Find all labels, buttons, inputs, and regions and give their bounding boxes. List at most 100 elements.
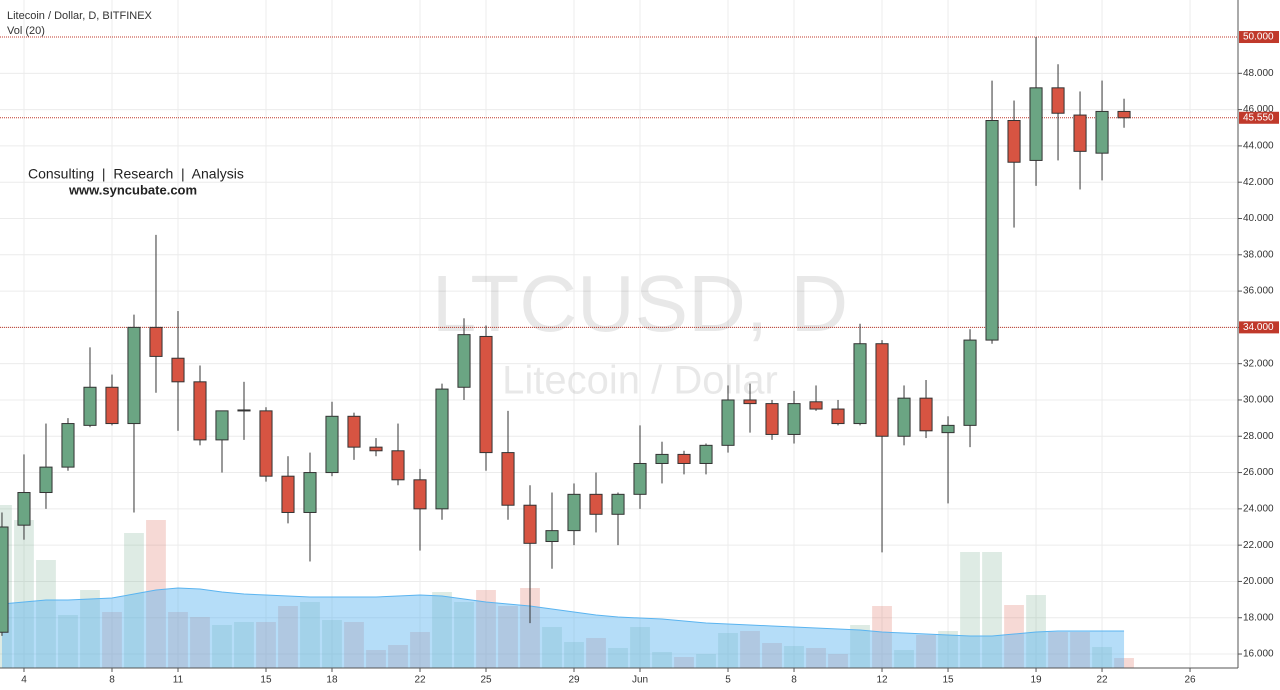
volume-bar	[1004, 605, 1024, 668]
volume-bar	[740, 631, 760, 668]
y-tick-label: 28.000	[1243, 431, 1274, 442]
candle-body	[897, 397, 911, 437]
candle-body	[149, 326, 163, 357]
volume-bar	[14, 520, 34, 668]
candle-body	[1007, 119, 1021, 163]
candle-body	[699, 444, 713, 464]
x-tick-label: Jun	[632, 675, 648, 686]
x-tick-label: 22	[1096, 675, 1108, 686]
candle-body	[0, 526, 9, 633]
price-label-box	[1239, 321, 1279, 334]
candle-body	[171, 357, 185, 383]
volume-bar	[256, 622, 276, 668]
candle-body	[501, 452, 515, 506]
volume-bar	[1114, 658, 1134, 668]
volume-bar	[190, 617, 210, 668]
volume-bar	[696, 654, 716, 668]
volume-ma-line	[1, 587, 1125, 637]
volume-bar	[58, 615, 78, 668]
volume-bar	[652, 652, 672, 668]
volume-bar	[982, 552, 1002, 668]
volume-bar	[916, 635, 936, 668]
candle-body	[457, 334, 471, 388]
candle-body	[633, 462, 647, 495]
watermark: LTCUSD, D	[432, 259, 848, 348]
volume-bar	[938, 631, 958, 668]
x-tick-label: 8	[109, 675, 115, 686]
y-tick-label: 32.000	[1243, 358, 1274, 369]
candle-body	[325, 415, 339, 474]
volume-bar	[894, 650, 914, 668]
candle-body	[721, 399, 735, 446]
candle-body	[303, 472, 317, 513]
candle-body	[523, 504, 537, 544]
volume-bar	[102, 612, 122, 668]
x-tick-label: 15	[942, 675, 954, 686]
candle-body	[1095, 110, 1109, 154]
candle-body	[61, 423, 75, 468]
volume-bar	[388, 645, 408, 668]
candle-body	[941, 424, 955, 434]
price-label-box	[1239, 31, 1279, 44]
volume-bar	[432, 592, 452, 668]
volume-bar	[828, 654, 848, 668]
candle-body	[369, 446, 383, 452]
x-tick-label: 8	[791, 675, 797, 686]
volume-bar	[322, 620, 342, 668]
volume-bar	[542, 627, 562, 668]
y-tick-label: 38.000	[1243, 249, 1274, 260]
volume-bar	[168, 612, 188, 668]
volume-bar	[960, 552, 980, 668]
candle-body	[677, 453, 691, 464]
volume-bar	[674, 657, 694, 668]
x-tick-label: 22	[414, 675, 426, 686]
price-label: 50.000	[1243, 32, 1274, 43]
annotation: www.syncubate.com	[68, 182, 197, 197]
candle-body	[281, 475, 295, 513]
volume-bar	[1048, 632, 1068, 668]
y-tick-label: 44.000	[1243, 141, 1274, 152]
y-tick-label: 20.000	[1243, 576, 1274, 587]
volume-bar	[872, 606, 892, 668]
candle-body	[545, 530, 559, 543]
x-tick-label: 12	[876, 675, 888, 686]
candle-body	[985, 119, 999, 341]
volume-bar	[850, 625, 870, 668]
y-tick-label: 48.000	[1243, 68, 1274, 79]
candle-body	[655, 453, 669, 464]
candle-body	[237, 409, 251, 412]
candle-body	[1051, 87, 1065, 114]
volume-bar	[564, 642, 584, 668]
volume-bar	[454, 602, 474, 668]
plot-layer	[0, 36, 1238, 636]
volume-bar	[718, 633, 738, 668]
candle-body	[1117, 110, 1131, 119]
x-tick-label: 4	[21, 675, 27, 686]
y-tick-label: 40.000	[1243, 213, 1274, 224]
y-tick-label: 26.000	[1243, 467, 1274, 478]
candle-body	[479, 335, 493, 454]
candle-body	[919, 397, 933, 432]
y-tick-label: 24.000	[1243, 503, 1274, 514]
x-tick-label: 26	[1184, 675, 1196, 686]
watermark-subtitle: Litecoin / Dollar	[502, 359, 778, 403]
chart-title: Litecoin / Dollar, D, BITFINEX	[7, 10, 153, 22]
y-tick-label: 42.000	[1243, 177, 1274, 188]
volume-bar	[234, 622, 254, 668]
volume-bar	[410, 632, 430, 668]
candle-body	[391, 450, 405, 481]
volume-bar	[1070, 632, 1090, 668]
annotation: Consulting | Research | Analysis	[28, 166, 244, 182]
candle-body	[875, 343, 889, 437]
candle-body	[831, 408, 845, 425]
candle-body	[765, 403, 779, 435]
volume-bar	[608, 648, 628, 668]
y-tick-label: 30.000	[1243, 395, 1274, 406]
volume-bar	[784, 646, 804, 668]
candle-body	[963, 339, 977, 426]
candle-body	[589, 493, 603, 515]
volume-bar	[630, 627, 650, 668]
volume-bar	[344, 622, 364, 668]
